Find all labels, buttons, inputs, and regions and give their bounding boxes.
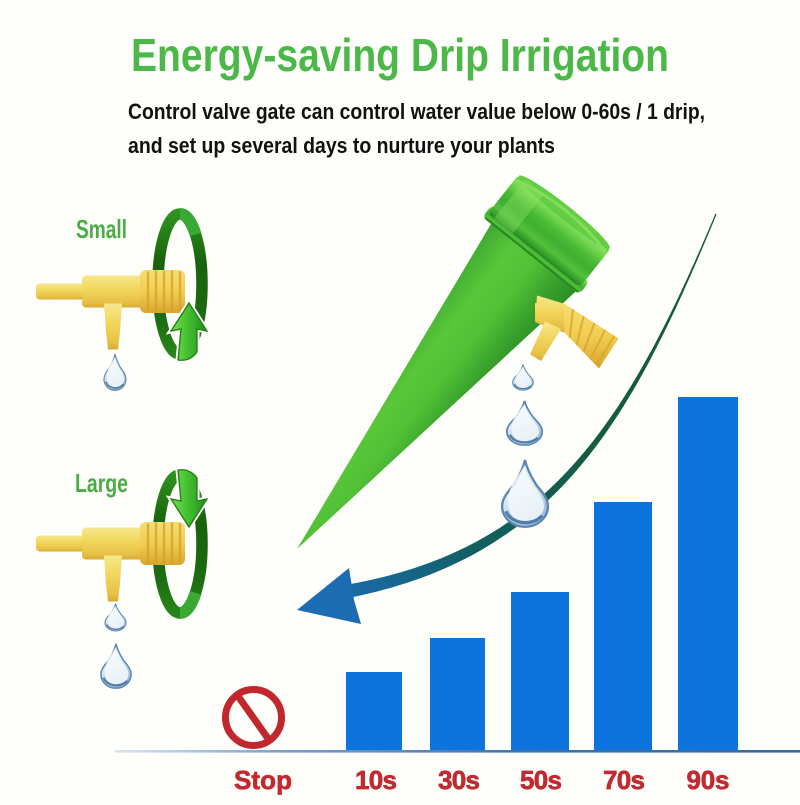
svg-text:90s: 90s bbox=[687, 765, 730, 795]
svg-text:Large: Large bbox=[75, 468, 128, 498]
svg-text:50s: 50s bbox=[520, 765, 562, 795]
svg-text:Energy-saving Drip Irrigation: Energy-saving Drip Irrigation bbox=[131, 29, 669, 81]
svg-text:30s: 30s bbox=[438, 765, 480, 795]
svg-text:10s: 10s bbox=[355, 765, 397, 795]
svg-text:Control valve gate can control: Control valve gate can control water val… bbox=[128, 99, 705, 124]
svg-text:and set up several days to nur: and set up several days to nurture your … bbox=[128, 133, 555, 158]
svg-text:Small: Small bbox=[76, 214, 127, 244]
svg-text:Stop: Stop bbox=[234, 765, 292, 795]
svg-text:70s: 70s bbox=[603, 765, 645, 795]
